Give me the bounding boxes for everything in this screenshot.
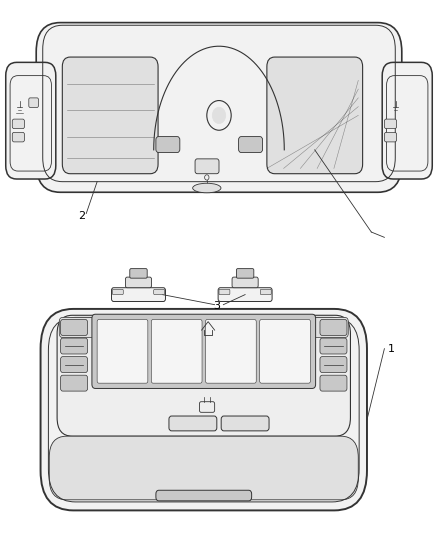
Text: 3: 3 xyxy=(213,301,220,311)
FancyBboxPatch shape xyxy=(267,57,363,174)
FancyBboxPatch shape xyxy=(49,436,358,500)
FancyBboxPatch shape xyxy=(97,319,148,383)
FancyBboxPatch shape xyxy=(195,159,219,174)
FancyBboxPatch shape xyxy=(218,288,272,302)
FancyBboxPatch shape xyxy=(113,289,123,295)
FancyBboxPatch shape xyxy=(60,319,88,335)
Circle shape xyxy=(212,107,226,124)
FancyBboxPatch shape xyxy=(62,57,158,174)
FancyBboxPatch shape xyxy=(41,309,367,511)
Text: 2: 2 xyxy=(78,211,85,221)
FancyBboxPatch shape xyxy=(125,277,152,288)
FancyBboxPatch shape xyxy=(112,288,166,302)
FancyBboxPatch shape xyxy=(156,136,180,152)
FancyBboxPatch shape xyxy=(205,319,256,383)
FancyBboxPatch shape xyxy=(320,375,347,391)
FancyBboxPatch shape xyxy=(60,357,88,373)
FancyBboxPatch shape xyxy=(320,319,347,335)
Text: 1: 1 xyxy=(388,344,394,354)
FancyBboxPatch shape xyxy=(151,319,202,383)
FancyBboxPatch shape xyxy=(59,317,348,337)
FancyBboxPatch shape xyxy=(92,314,316,389)
FancyBboxPatch shape xyxy=(219,289,230,295)
FancyBboxPatch shape xyxy=(382,62,432,179)
FancyBboxPatch shape xyxy=(260,319,311,383)
FancyBboxPatch shape xyxy=(36,22,402,192)
FancyBboxPatch shape xyxy=(60,338,88,354)
FancyBboxPatch shape xyxy=(385,119,396,128)
FancyBboxPatch shape xyxy=(232,277,258,288)
FancyBboxPatch shape xyxy=(260,289,271,295)
FancyBboxPatch shape xyxy=(57,316,350,436)
FancyBboxPatch shape xyxy=(237,269,254,278)
FancyBboxPatch shape xyxy=(169,416,217,431)
FancyBboxPatch shape xyxy=(156,490,252,501)
FancyBboxPatch shape xyxy=(12,119,25,128)
FancyBboxPatch shape xyxy=(130,269,147,278)
FancyBboxPatch shape xyxy=(385,132,396,142)
FancyBboxPatch shape xyxy=(29,98,39,108)
FancyBboxPatch shape xyxy=(6,62,56,179)
FancyBboxPatch shape xyxy=(239,136,262,152)
FancyBboxPatch shape xyxy=(60,375,88,391)
FancyBboxPatch shape xyxy=(154,289,165,295)
FancyBboxPatch shape xyxy=(320,338,347,354)
FancyBboxPatch shape xyxy=(320,357,347,373)
Ellipse shape xyxy=(193,183,221,193)
FancyBboxPatch shape xyxy=(12,132,25,142)
FancyBboxPatch shape xyxy=(221,416,269,431)
